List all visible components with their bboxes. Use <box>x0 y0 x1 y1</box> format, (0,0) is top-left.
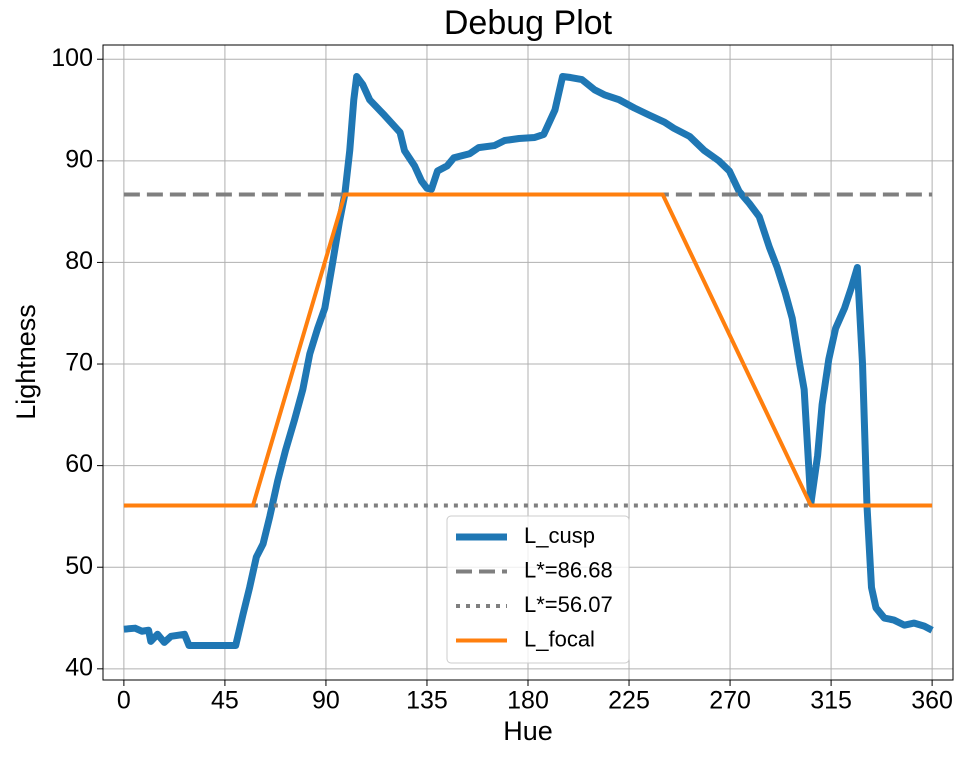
y-tick-label: 50 <box>65 552 93 580</box>
data-line <box>123 192 933 508</box>
data-line <box>123 72 934 649</box>
y-tick-label: 70 <box>65 349 93 377</box>
x-tick-label: 45 <box>211 687 239 715</box>
legend-label: L*=86.68 <box>524 557 613 582</box>
chart-title: Debug Plot <box>444 4 613 42</box>
y-tick-label: 60 <box>65 450 93 478</box>
x-tick-label: 315 <box>810 687 852 715</box>
legend-box <box>446 515 630 664</box>
x-tick-label: 225 <box>608 687 650 715</box>
plot-frame <box>102 44 954 681</box>
x-tick-label: 180 <box>507 687 549 715</box>
legend-label: L_cusp <box>524 523 595 548</box>
x-tick-label: 360 <box>911 687 953 715</box>
y-tick-label: 40 <box>65 653 93 681</box>
x-axis-label: Hue <box>503 716 553 746</box>
y-tick-label: 100 <box>51 44 93 72</box>
legend-label: L_focal <box>524 626 595 651</box>
y-tick-label: 90 <box>65 145 93 173</box>
x-tick-label: 0 <box>117 687 131 715</box>
x-tick-label: 270 <box>709 687 751 715</box>
x-tick-label: 90 <box>312 687 340 715</box>
x-tick-label: 135 <box>406 687 448 715</box>
y-tick-label: 80 <box>65 247 93 275</box>
y-axis-label: Lightness <box>11 304 41 420</box>
legend-label: L*=56.07 <box>524 592 613 617</box>
legend: L_cusp L*=86.68 L*=56.07 L_focal <box>446 515 630 664</box>
